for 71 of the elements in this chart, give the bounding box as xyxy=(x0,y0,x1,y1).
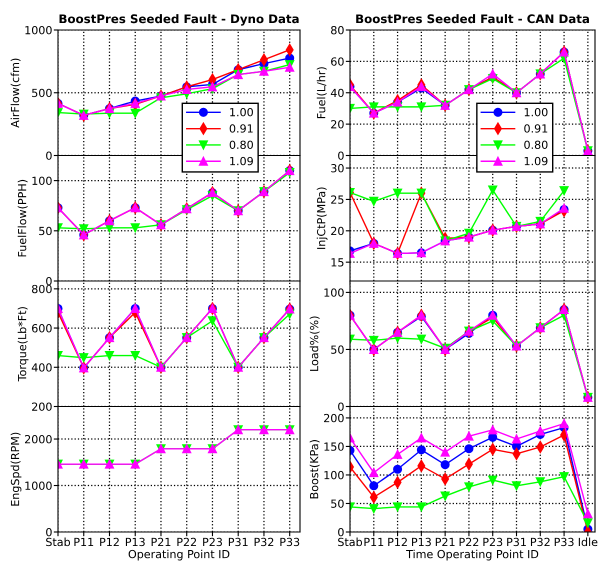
y-tick-label: 50 xyxy=(39,226,52,236)
y-tick-label: 200 xyxy=(32,402,52,411)
legend-label: 1.09 xyxy=(230,156,253,166)
y-tick-label: 50 xyxy=(331,499,344,508)
x-tick-label: Stab xyxy=(46,538,70,546)
x-tick-label: P21 xyxy=(436,538,455,546)
y-tick-label: 0 xyxy=(338,151,344,160)
x-tick-label: P12 xyxy=(388,538,407,546)
legend-label: 1.00 xyxy=(524,108,548,116)
y-tick-label: 600 xyxy=(32,324,52,332)
y-tick-label: 100 xyxy=(324,470,344,480)
y-tick-label: 2000 xyxy=(24,435,52,444)
y-tick-label: 30 xyxy=(331,164,344,172)
y-tick-label: 100 xyxy=(32,176,52,185)
y-tick-label: 0 xyxy=(338,402,344,411)
y-axis-title: AirFlow(cfm) xyxy=(10,58,21,128)
x-tick-label: P23 xyxy=(203,538,222,546)
x-axis-title: Time Operating Point ID xyxy=(406,550,538,560)
y-tick-label: 200 xyxy=(324,414,344,422)
y-axis-title: Torque(Lb*Ft) xyxy=(18,307,28,382)
legend-label: 1.09 xyxy=(524,156,548,166)
x-tick-label: P22 xyxy=(177,538,196,546)
y-tick-label: 1000 xyxy=(25,481,52,490)
x-tick-label: Idle xyxy=(578,538,598,546)
y-tick-label: 15 xyxy=(332,258,344,267)
y-axis-title: Load%(%) xyxy=(310,316,320,371)
y-tick-label: 0 xyxy=(46,276,52,286)
legend-label: 0.91 xyxy=(524,124,548,133)
x-tick-label: Stab xyxy=(338,538,362,546)
y-tick-label: 60 xyxy=(331,57,344,66)
y-axis-title: EngSpd(RPM) xyxy=(10,432,22,506)
x-tick-label: P32 xyxy=(530,538,550,546)
x-tick-label: P31 xyxy=(507,538,526,546)
x-tick-label: P21 xyxy=(152,538,170,546)
y-tick-label: 800 xyxy=(32,284,52,294)
x-tick-label: P13 xyxy=(412,538,431,546)
y-tick-label: 20 xyxy=(331,226,344,236)
x-tick-label: P13 xyxy=(126,538,145,546)
chart-title: BoostPres Seeded Fault - CAN Data xyxy=(356,14,589,24)
x-tick-label: P32 xyxy=(254,538,274,546)
y-axis-title: Fuel(L/hr) xyxy=(316,67,327,118)
y-axis-title: FuelFlow(PPH) xyxy=(18,180,28,256)
y-tick-label: 0 xyxy=(46,528,52,536)
chart-title: BoostPres Seeded Fault - Dyno Data xyxy=(60,14,299,26)
y-tick-label: 500 xyxy=(32,88,52,98)
legend-label: 0.91 xyxy=(230,124,253,133)
y-tick-label: 150 xyxy=(324,442,344,451)
x-tick-label: P12 xyxy=(100,538,119,546)
y-tick-label: 20 xyxy=(331,120,344,129)
y-tick-label: 50 xyxy=(331,345,344,354)
y-tick-label: 400 xyxy=(32,363,52,372)
y-tick-label: 80 xyxy=(331,26,344,34)
x-tick-label: P22 xyxy=(460,538,478,546)
y-tick-label: 25 xyxy=(331,195,344,204)
y-tick-label: 0 xyxy=(338,528,344,536)
legend-label: 0.80 xyxy=(524,140,548,149)
x-tick-label: P31 xyxy=(228,538,248,546)
y-axis-title: InjCtP(MPa) xyxy=(316,187,328,249)
x-tick-label: P11 xyxy=(364,538,384,546)
y-tick-label: 0 xyxy=(46,151,52,160)
y-tick-label: 100 xyxy=(324,288,344,297)
x-tick-label: P11 xyxy=(74,538,94,546)
y-tick-label: 1000 xyxy=(25,26,52,34)
legend-label: 0.80 xyxy=(230,140,253,149)
x-axis-title: Operating Point ID xyxy=(128,550,230,560)
legend-label: 1.00 xyxy=(230,108,253,116)
y-tick-label: 40 xyxy=(330,88,344,98)
x-tick-label: P23 xyxy=(483,538,502,546)
x-tick-label: P33 xyxy=(280,538,300,546)
y-axis-title: Boost(KPa) xyxy=(310,440,320,498)
x-tick-label: P33 xyxy=(554,538,574,546)
